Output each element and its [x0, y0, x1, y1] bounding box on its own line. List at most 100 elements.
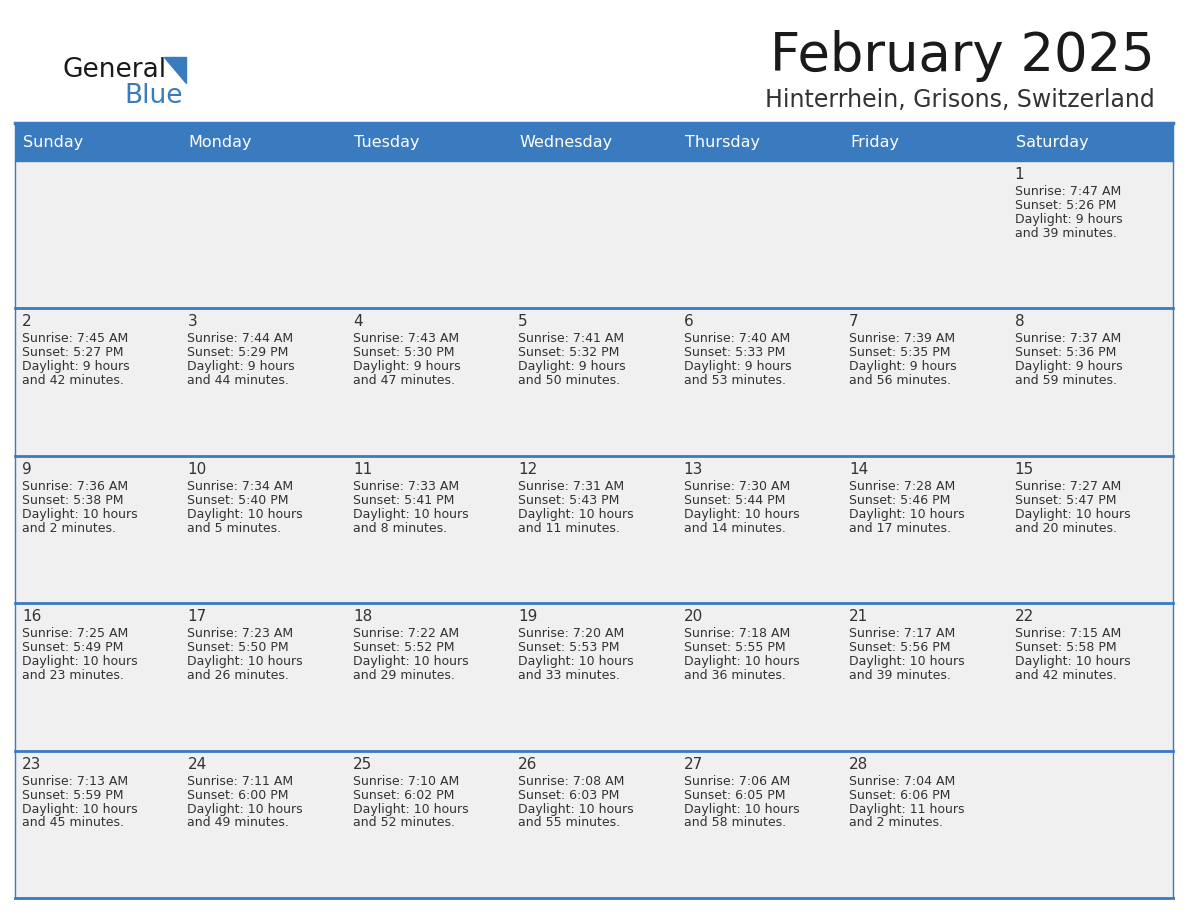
Text: 8: 8 — [1015, 314, 1024, 330]
Bar — [181, 456, 346, 603]
Text: 24: 24 — [188, 756, 207, 772]
Text: and 39 minutes.: and 39 minutes. — [1015, 227, 1117, 240]
Text: Daylight: 9 hours: Daylight: 9 hours — [1015, 213, 1123, 226]
Text: Daylight: 9 hours: Daylight: 9 hours — [23, 360, 129, 374]
Text: Sunrise: 7:34 AM: Sunrise: 7:34 AM — [188, 480, 293, 493]
Bar — [677, 751, 842, 898]
Text: Sunrise: 7:22 AM: Sunrise: 7:22 AM — [353, 627, 459, 640]
Text: Daylight: 9 hours: Daylight: 9 hours — [188, 360, 295, 374]
Text: Sunset: 5:30 PM: Sunset: 5:30 PM — [353, 346, 454, 359]
Text: Blue: Blue — [124, 83, 183, 109]
Text: Sunrise: 7:11 AM: Sunrise: 7:11 AM — [188, 775, 293, 788]
Text: Daylight: 10 hours: Daylight: 10 hours — [684, 508, 800, 521]
Text: and 26 minutes.: and 26 minutes. — [188, 669, 290, 682]
Text: 13: 13 — [684, 462, 703, 476]
Text: 17: 17 — [188, 610, 207, 624]
Text: Sunrise: 7:30 AM: Sunrise: 7:30 AM — [684, 480, 790, 493]
Text: Daylight: 9 hours: Daylight: 9 hours — [518, 360, 626, 374]
Text: Daylight: 10 hours: Daylight: 10 hours — [849, 655, 965, 668]
Polygon shape — [164, 57, 187, 83]
Text: Sunset: 5:53 PM: Sunset: 5:53 PM — [518, 641, 620, 655]
Text: and 2 minutes.: and 2 minutes. — [849, 816, 943, 830]
Text: 27: 27 — [684, 756, 703, 772]
Text: Daylight: 10 hours: Daylight: 10 hours — [684, 655, 800, 668]
Text: Sunrise: 7:15 AM: Sunrise: 7:15 AM — [1015, 627, 1120, 640]
Bar — [1007, 456, 1173, 603]
Text: Sunrise: 7:04 AM: Sunrise: 7:04 AM — [849, 775, 955, 788]
Bar — [15, 125, 1173, 898]
Text: Friday: Friday — [851, 136, 899, 151]
Text: and 56 minutes.: and 56 minutes. — [849, 375, 952, 387]
Text: Sunset: 5:44 PM: Sunset: 5:44 PM — [684, 494, 785, 507]
Text: and 53 minutes.: and 53 minutes. — [684, 375, 785, 387]
Bar — [842, 751, 1007, 898]
Text: Sunset: 6:05 PM: Sunset: 6:05 PM — [684, 789, 785, 801]
Text: Tuesday: Tuesday — [354, 136, 419, 151]
Text: Sunrise: 7:23 AM: Sunrise: 7:23 AM — [188, 627, 293, 640]
Text: and 58 minutes.: and 58 minutes. — [684, 816, 785, 830]
Text: and 47 minutes.: and 47 minutes. — [353, 375, 455, 387]
Text: 14: 14 — [849, 462, 868, 476]
Text: and 33 minutes.: and 33 minutes. — [518, 669, 620, 682]
Bar — [15, 603, 181, 751]
Text: 16: 16 — [23, 610, 42, 624]
Text: Sunset: 5:32 PM: Sunset: 5:32 PM — [518, 346, 620, 359]
Bar — [346, 751, 511, 898]
Text: Daylight: 10 hours: Daylight: 10 hours — [353, 508, 468, 521]
Text: 12: 12 — [518, 462, 537, 476]
Bar — [346, 161, 511, 308]
Text: Sunrise: 7:37 AM: Sunrise: 7:37 AM — [1015, 332, 1120, 345]
Bar — [15, 456, 181, 603]
Text: Sunrise: 7:08 AM: Sunrise: 7:08 AM — [518, 775, 625, 788]
Text: 15: 15 — [1015, 462, 1034, 476]
Text: Sunset: 6:06 PM: Sunset: 6:06 PM — [849, 789, 950, 801]
Text: Daylight: 10 hours: Daylight: 10 hours — [518, 655, 634, 668]
Text: Sunset: 5:46 PM: Sunset: 5:46 PM — [849, 494, 950, 507]
Text: 3: 3 — [188, 314, 197, 330]
Text: Daylight: 10 hours: Daylight: 10 hours — [849, 508, 965, 521]
Text: Daylight: 10 hours: Daylight: 10 hours — [1015, 508, 1130, 521]
Text: Sunrise: 7:28 AM: Sunrise: 7:28 AM — [849, 480, 955, 493]
Text: Daylight: 10 hours: Daylight: 10 hours — [188, 802, 303, 815]
Bar — [346, 308, 511, 456]
Text: 23: 23 — [23, 756, 42, 772]
Bar — [677, 308, 842, 456]
Bar — [1007, 751, 1173, 898]
Text: and 55 minutes.: and 55 minutes. — [518, 816, 620, 830]
Bar — [677, 456, 842, 603]
Text: February 2025: February 2025 — [770, 30, 1155, 82]
Text: Sunset: 5:43 PM: Sunset: 5:43 PM — [518, 494, 620, 507]
Text: Daylight: 9 hours: Daylight: 9 hours — [684, 360, 791, 374]
Text: Sunset: 5:26 PM: Sunset: 5:26 PM — [1015, 199, 1116, 212]
Text: and 50 minutes.: and 50 minutes. — [518, 375, 620, 387]
Text: Saturday: Saturday — [1016, 136, 1088, 151]
Bar — [15, 751, 181, 898]
Text: Sunset: 5:38 PM: Sunset: 5:38 PM — [23, 494, 124, 507]
Text: and 42 minutes.: and 42 minutes. — [1015, 669, 1117, 682]
Text: Daylight: 11 hours: Daylight: 11 hours — [849, 802, 965, 815]
Text: 22: 22 — [1015, 610, 1034, 624]
Text: Sunrise: 7:18 AM: Sunrise: 7:18 AM — [684, 627, 790, 640]
Text: Sunrise: 7:06 AM: Sunrise: 7:06 AM — [684, 775, 790, 788]
Text: 6: 6 — [684, 314, 694, 330]
Bar — [15, 125, 1173, 161]
Text: Daylight: 10 hours: Daylight: 10 hours — [684, 802, 800, 815]
Text: Sunday: Sunday — [23, 136, 83, 151]
Text: Daylight: 10 hours: Daylight: 10 hours — [518, 508, 634, 521]
Text: Sunset: 5:47 PM: Sunset: 5:47 PM — [1015, 494, 1116, 507]
Text: Daylight: 9 hours: Daylight: 9 hours — [849, 360, 956, 374]
Text: Sunset: 5:52 PM: Sunset: 5:52 PM — [353, 641, 454, 655]
Text: and 45 minutes.: and 45 minutes. — [23, 816, 124, 830]
Text: and 42 minutes.: and 42 minutes. — [23, 375, 124, 387]
Bar — [511, 603, 677, 751]
Bar — [181, 308, 346, 456]
Text: Sunrise: 7:31 AM: Sunrise: 7:31 AM — [518, 480, 625, 493]
Text: Sunrise: 7:25 AM: Sunrise: 7:25 AM — [23, 627, 128, 640]
Text: and 29 minutes.: and 29 minutes. — [353, 669, 455, 682]
Text: 26: 26 — [518, 756, 538, 772]
Bar — [842, 456, 1007, 603]
Text: 20: 20 — [684, 610, 703, 624]
Bar — [677, 161, 842, 308]
Text: Sunrise: 7:44 AM: Sunrise: 7:44 AM — [188, 332, 293, 345]
Text: Sunrise: 7:40 AM: Sunrise: 7:40 AM — [684, 332, 790, 345]
